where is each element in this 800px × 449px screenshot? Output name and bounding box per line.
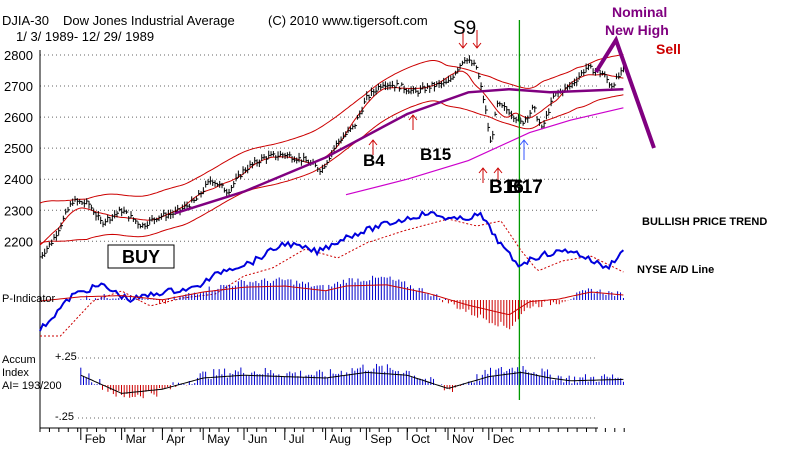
signal-arrow-head-icon xyxy=(493,167,503,174)
price-tick-label: 2300 xyxy=(4,203,33,218)
month-axis: Feb Mar Apr May Jun Jul Aug Sep Oct Nov Dec xyxy=(39,428,625,446)
month-label: Jul xyxy=(289,432,304,446)
signal-arrow-head-icon xyxy=(478,167,488,174)
accum-index-panel xyxy=(80,363,624,399)
month-label: Jun xyxy=(248,432,267,446)
ma-mid-line xyxy=(345,107,624,196)
price-tick-label: 2700 xyxy=(4,79,33,94)
header-name: Dow Jones Industrial Average xyxy=(63,13,235,28)
signal-arrow-head-icon xyxy=(408,114,418,121)
accum-bottom-label: -.25 xyxy=(55,411,74,423)
price-tick-label: 2200 xyxy=(4,234,33,249)
header-symbol: DJIA-30 xyxy=(2,13,49,28)
signal-arrows xyxy=(368,30,529,183)
nominal-label: Nominal xyxy=(612,4,667,20)
header-copyright: (C) 2010 www.tigersoft.com xyxy=(268,13,428,28)
price-series xyxy=(39,55,626,260)
signal-arrow-head-icon xyxy=(472,42,482,49)
ad-signal-line xyxy=(40,218,624,337)
month-label: Feb xyxy=(85,432,106,446)
sell-label: Sell xyxy=(656,41,681,57)
grid xyxy=(39,50,598,429)
nyse-ad-label: NYSE A/D Line xyxy=(637,264,714,276)
new-high-label: New High xyxy=(605,22,669,38)
bollinger-bands xyxy=(39,54,624,246)
s9-label: S9 xyxy=(453,18,476,39)
buy-label: BUY xyxy=(122,247,160,267)
bullish-label: BULLISH PRICE TREND xyxy=(642,216,767,228)
p-indicator-panel xyxy=(39,275,624,330)
price-axis: 2200 2300 2400 2500 2600 2700 2800 xyxy=(4,48,33,249)
ma-long-line xyxy=(174,87,624,215)
lower-band xyxy=(39,94,624,244)
accum-label-1: Accum xyxy=(2,354,36,366)
b17-label: B17 xyxy=(508,177,543,198)
buy-box xyxy=(107,244,175,269)
mid-band xyxy=(39,70,624,246)
month-label: Dec xyxy=(493,432,514,446)
signal-arrow-head-icon xyxy=(519,139,529,146)
ad-line-panel xyxy=(39,210,625,337)
header-date-range: 1/ 3/ 1989- 12/ 29/ 1989 xyxy=(16,29,154,44)
upper-band xyxy=(39,54,624,204)
price-tick-label: 2800 xyxy=(4,48,33,63)
month-label: Aug xyxy=(330,432,351,446)
price-tick-label: 2500 xyxy=(4,141,33,156)
month-label: Oct xyxy=(411,432,430,446)
signal-arrow-head-icon xyxy=(458,42,468,49)
month-label: May xyxy=(207,432,230,446)
ad-line xyxy=(39,210,625,332)
signal-arrow-head-icon xyxy=(368,139,378,146)
accum-top-label: +.25 xyxy=(55,351,77,363)
b4-label: B4 xyxy=(363,151,385,170)
month-label: Sep xyxy=(370,432,392,446)
month-label: Nov xyxy=(452,432,473,446)
b15-label: B15 xyxy=(420,145,451,164)
p-indicator-label: P-Indicator xyxy=(2,293,56,305)
p-indicator-ma xyxy=(39,284,624,316)
moving-averages xyxy=(174,20,624,400)
month-label: Mar xyxy=(126,432,147,446)
accum-label-3: AI= 193/200 xyxy=(2,380,62,392)
price-tick-label: 2600 xyxy=(4,110,33,125)
month-label: Apr xyxy=(166,432,185,446)
accum-label-2: Index xyxy=(2,367,29,379)
accum-ma xyxy=(80,371,624,394)
price-tick-label: 2400 xyxy=(4,172,33,187)
sell-arrow-icon xyxy=(594,35,656,149)
b16-label: B16 xyxy=(489,177,524,198)
